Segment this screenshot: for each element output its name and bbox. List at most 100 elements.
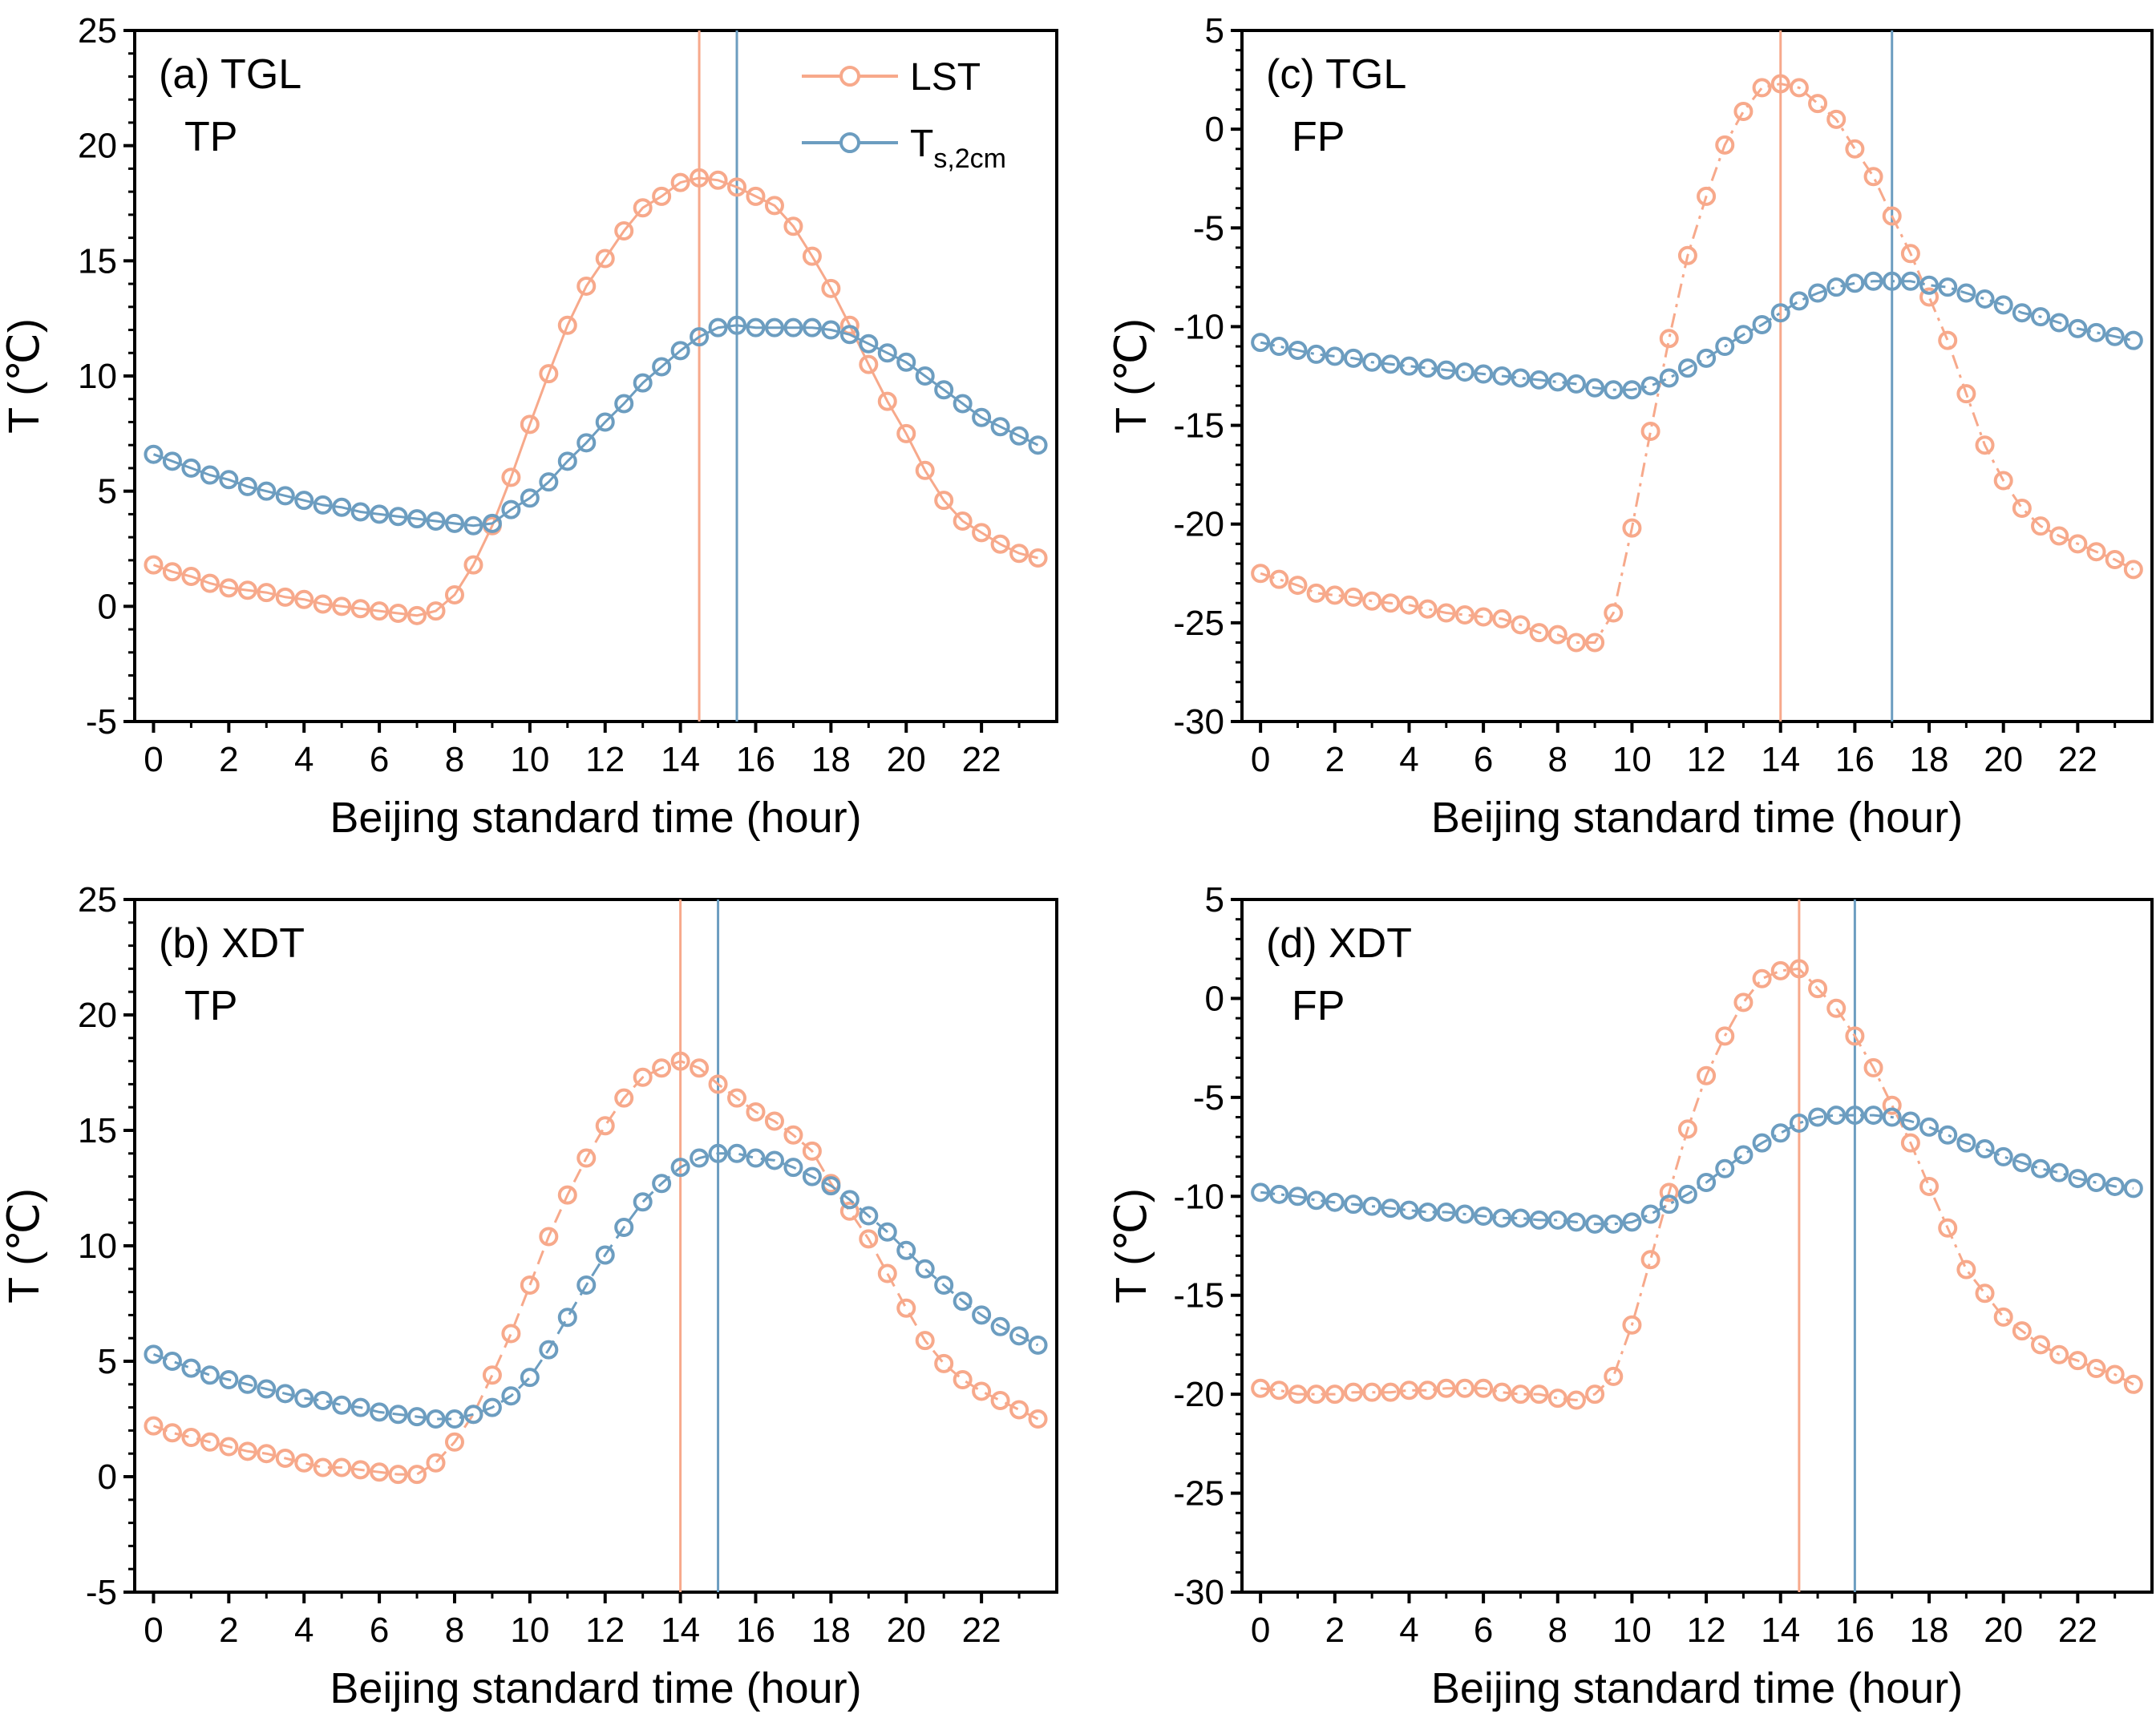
data-point-ts2cm (2068, 1169, 2088, 1189)
y-tick-label: 20 (78, 996, 117, 1035)
data-point-ts2cm (690, 327, 710, 347)
data-point-ts2cm (1511, 368, 1531, 388)
data-point-lst (1659, 1182, 1679, 1203)
data-point-ts2cm (2086, 322, 2106, 342)
data-point-ts2cm (1547, 1210, 1567, 1230)
legend: LST Ts,2cm (802, 56, 1006, 174)
data-point-lst (1789, 959, 1809, 979)
x-tick-label: 20 (887, 740, 926, 779)
data-point-lst (1938, 1218, 1958, 1238)
x-tick-label: 22 (962, 740, 1001, 779)
data-point-lst (200, 573, 220, 593)
x-tick-label: 10 (1612, 1611, 1652, 1650)
x-tick-label: 20 (1984, 740, 2023, 779)
x-tick-label: 18 (1910, 740, 1949, 779)
data-point-lst (2105, 1364, 2125, 1385)
legend-marker (839, 132, 860, 153)
data-point-lst (1418, 599, 1438, 619)
panel-label: (c) TGL (1266, 51, 1406, 98)
data-point-ts2cm (839, 325, 860, 345)
data-point-lst (1715, 135, 1735, 155)
y-tick-label: -5 (86, 1573, 117, 1612)
data-point-ts2cm (539, 472, 559, 492)
y-tick-label: -15 (1173, 1276, 1224, 1316)
data-point-lst (1288, 1385, 1308, 1405)
data-point-lst (1529, 623, 1549, 643)
data-point-lst (1882, 206, 1902, 226)
data-point-lst (313, 1457, 333, 1477)
data-point-ts2cm (1938, 277, 1958, 297)
y-tick-label: 10 (78, 357, 117, 396)
data-point-lst (1640, 421, 1660, 441)
series-line-ts2cm (152, 1152, 1039, 1421)
panel-label: (b) XDT (159, 920, 305, 967)
data-point-lst (1399, 1380, 1419, 1401)
data-point-lst (1529, 1385, 1549, 1405)
data-point-lst (1882, 1095, 1902, 1115)
data-point-ts2cm (802, 1166, 822, 1186)
x-tick-label: 0 (1251, 740, 1270, 779)
panel-d: -30 -25 -20 -15 -10 -5 0 5 0 2 4 6 8 10 12 14 16 18 20 22 Be… (1107, 880, 2154, 1712)
data-point-ts2cm (1604, 380, 1624, 400)
data-point-ts2cm (1770, 303, 1790, 323)
legend-label: LST (910, 56, 981, 99)
y-tick-label: 15 (78, 241, 117, 281)
data-point-ts2cm (370, 1402, 390, 1422)
data-point-ts2cm (633, 1192, 653, 1212)
x-tick-label: 4 (294, 740, 313, 779)
data-point-lst (896, 423, 916, 443)
panel-sublabel: TP (184, 983, 237, 1029)
data-point-ts2cm (539, 1340, 559, 1360)
data-point-ts2cm (520, 1368, 540, 1388)
data-point-lst (708, 1074, 728, 1094)
y-tick-label: -25 (1173, 1474, 1224, 1514)
data-point-lst (426, 601, 446, 621)
data-point-ts2cm (200, 1365, 220, 1385)
data-point-lst (257, 583, 277, 603)
data-point-lst (539, 1227, 559, 1247)
y-tick-label: 5 (1205, 880, 1224, 920)
data-point-lst (1474, 607, 1494, 627)
y-tick-label: 15 (78, 1111, 117, 1150)
x-tick-label: 12 (1687, 740, 1726, 779)
data-point-ts2cm (144, 444, 164, 464)
data-point-lst (1622, 1315, 1642, 1335)
x-tick-label: 18 (1910, 1611, 1949, 1650)
data-point-ts2cm (501, 1386, 521, 1406)
data-point-lst (1919, 1176, 1940, 1196)
data-point-ts2cm (614, 394, 634, 414)
x-tick-label: 6 (370, 740, 389, 779)
data-point-lst (877, 1263, 897, 1283)
y-tick-label: 5 (98, 1342, 117, 1381)
data-point-lst (1789, 78, 1809, 98)
series-line-lst (152, 1060, 1039, 1476)
data-point-ts2cm (652, 1174, 672, 1194)
data-point-ts2cm (1770, 1123, 1790, 1143)
legend-label-main: T (910, 123, 933, 165)
data-point-ts2cm (746, 1148, 766, 1168)
data-point-ts2cm (990, 417, 1010, 437)
data-point-ts2cm (1028, 1335, 1048, 1355)
data-point-ts2cm (2123, 1178, 2143, 1199)
data-point-ts2cm (595, 412, 615, 432)
data-point-lst (407, 1465, 427, 1485)
data-point-ts2cm (670, 1158, 690, 1178)
data-point-lst (633, 198, 653, 218)
data-point-ts2cm (1789, 1113, 1809, 1133)
data-point-ts2cm (1993, 295, 2013, 315)
data-point-ts2cm (426, 511, 446, 532)
data-point-ts2cm (1715, 1158, 1735, 1178)
data-point-lst (219, 1437, 239, 1457)
data-point-lst (1993, 1307, 2013, 1327)
data-point-ts2cm (1640, 376, 1660, 396)
data-point-lst (652, 186, 672, 206)
data-point-lst (1900, 1133, 1920, 1153)
x-tick-label: 14 (1761, 740, 1800, 779)
data-point-ts2cm (1269, 337, 1289, 357)
data-point-lst (350, 1460, 370, 1480)
data-point-lst (1251, 1378, 1271, 1398)
data-point-ts2cm (690, 1148, 710, 1168)
data-point-lst (1381, 1382, 1401, 1402)
data-point-lst (1028, 548, 1048, 568)
plot-frame (1240, 898, 2154, 1594)
